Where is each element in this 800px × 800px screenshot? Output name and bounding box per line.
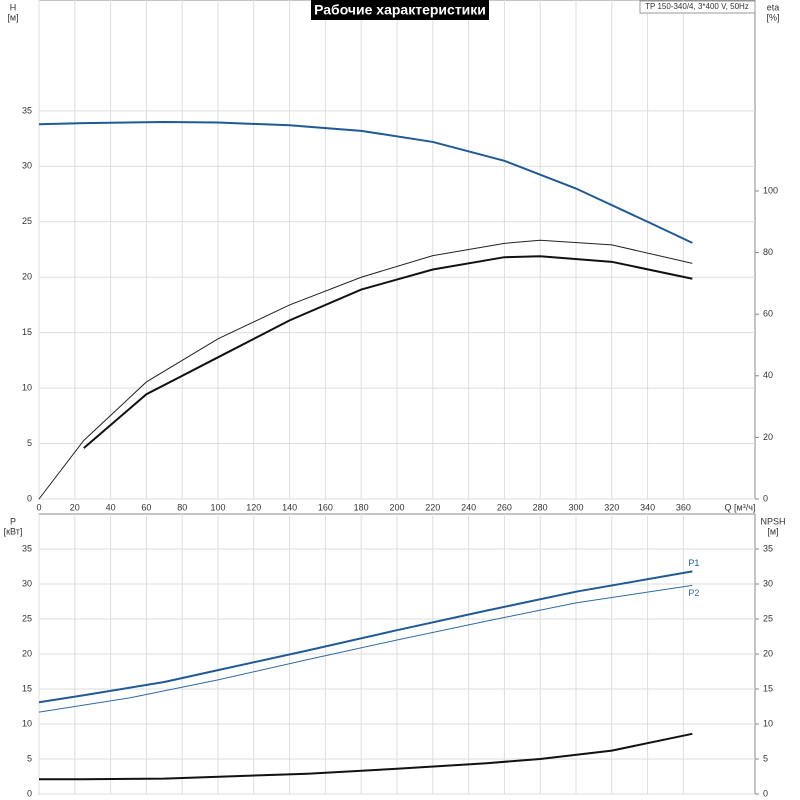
y2-tick-label: 80 xyxy=(763,247,773,257)
y-tick-label: 15 xyxy=(22,683,32,693)
curve xyxy=(83,255,693,449)
y-tick-label: 0 xyxy=(27,493,32,503)
curve xyxy=(39,732,693,781)
y-tick-label: 10 xyxy=(22,718,32,728)
curve xyxy=(38,239,693,500)
x-tick-label: 60 xyxy=(141,502,151,512)
chart-title: Рабочие характеристики xyxy=(314,2,486,18)
x-tick-label: 320 xyxy=(604,502,619,512)
x-tick-label: 260 xyxy=(497,502,512,512)
y2-tick-label: 0 xyxy=(763,788,768,798)
curve xyxy=(38,120,693,244)
y-tick-label: 25 xyxy=(22,216,32,226)
y2-axis-label: NPSH xyxy=(760,516,785,526)
x-tick-label: 340 xyxy=(640,502,655,512)
x-axis-label: Q [м³/ч] xyxy=(725,502,756,512)
y-tick-label: 20 xyxy=(22,272,32,282)
y-tick-label: 25 xyxy=(22,613,32,623)
title-box xyxy=(311,0,489,20)
series-label: P2 xyxy=(688,588,699,598)
y-axis-unit: [кВт] xyxy=(4,526,23,536)
x-tick-label: 220 xyxy=(425,502,440,512)
y2-tick-label: 30 xyxy=(763,578,773,588)
x-tick-label: 200 xyxy=(389,502,404,512)
y-axis-unit: [м] xyxy=(7,12,18,22)
y-axis-label: H xyxy=(10,2,17,12)
x-tick-label: 300 xyxy=(568,502,583,512)
model-label: TP 150-340/4, 3*400 V, 50Hz xyxy=(645,2,749,11)
x-tick-label: 100 xyxy=(210,502,225,512)
y-tick-label: 20 xyxy=(22,648,32,658)
curve xyxy=(38,570,693,704)
y2-tick-label: 10 xyxy=(763,718,773,728)
y2-tick-label: 25 xyxy=(763,613,773,623)
y-tick-label: 5 xyxy=(27,438,32,448)
x-tick-label: 0 xyxy=(36,502,41,512)
y2-axis-label: eta xyxy=(767,2,780,12)
y-tick-label: 0 xyxy=(27,788,32,798)
x-tick-label: 360 xyxy=(676,502,691,512)
x-tick-label: 180 xyxy=(354,502,369,512)
y-tick-label: 30 xyxy=(22,161,32,171)
y2-axis-unit: [м] xyxy=(767,526,778,536)
y2-axis-unit: [%] xyxy=(766,12,779,22)
y2-tick-label: 35 xyxy=(763,543,773,553)
x-tick-label: 140 xyxy=(282,502,297,512)
x-tick-label: 80 xyxy=(177,502,187,512)
y-tick-label: 10 xyxy=(22,382,32,392)
y-axis-label: P xyxy=(10,516,16,526)
model-box xyxy=(639,0,756,14)
y-tick-label: 5 xyxy=(27,753,32,763)
x-tick-label: 20 xyxy=(70,502,80,512)
y-tick-label: 30 xyxy=(22,578,32,588)
x-tick-label: 160 xyxy=(318,502,333,512)
y2-tick-label: 40 xyxy=(763,370,773,380)
curve xyxy=(38,584,693,713)
y-tick-label: 35 xyxy=(22,543,32,553)
series-label: P1 xyxy=(688,558,699,568)
y-tick-label: 35 xyxy=(22,105,32,115)
y2-tick-label: 15 xyxy=(763,683,773,693)
x-tick-label: 280 xyxy=(533,502,548,512)
y2-tick-label: 60 xyxy=(763,309,773,319)
x-tick-label: 40 xyxy=(106,502,116,512)
y-tick-label: 15 xyxy=(22,327,32,337)
y2-tick-label: 20 xyxy=(763,648,773,658)
y2-tick-label: 5 xyxy=(763,753,768,763)
x-tick-label: 240 xyxy=(461,502,476,512)
y2-tick-label: 20 xyxy=(763,432,773,442)
y2-tick-label: 0 xyxy=(763,493,768,503)
x-tick-label: 120 xyxy=(246,502,261,512)
y2-tick-label: 100 xyxy=(763,185,778,195)
